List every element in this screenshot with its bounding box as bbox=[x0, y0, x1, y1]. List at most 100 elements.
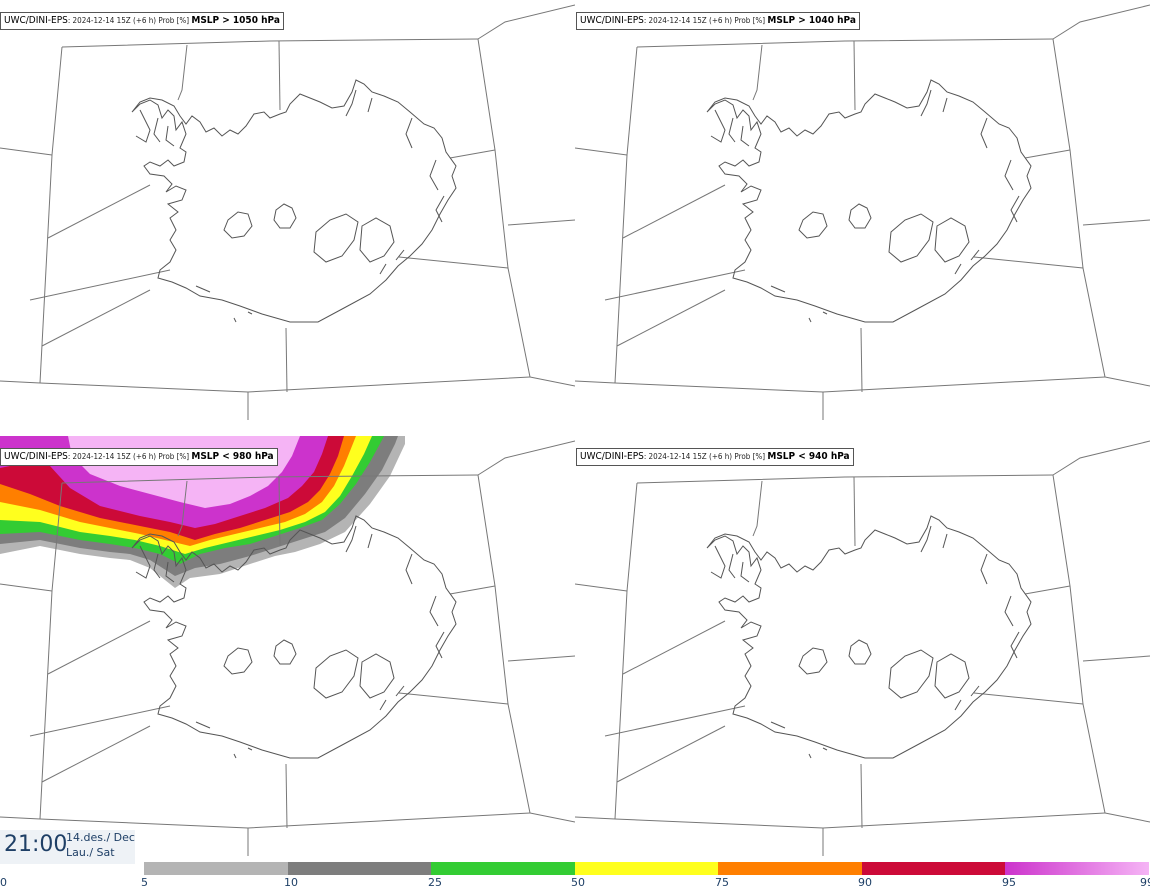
grid-line bbox=[278, 476, 281, 547]
grid-line bbox=[1052, 38, 1106, 378]
fjord-detail bbox=[405, 553, 413, 585]
grid-line bbox=[278, 40, 281, 111]
model-name: UWC/DINI-EPS bbox=[580, 451, 644, 462]
valid-time-clock: 21:00 bbox=[4, 832, 68, 857]
fjord-detail bbox=[153, 553, 161, 579]
grid-line bbox=[39, 46, 63, 384]
grid-line bbox=[285, 327, 288, 393]
fjord-detail bbox=[135, 545, 151, 579]
fjord-detail bbox=[435, 195, 445, 223]
fjord-detail bbox=[954, 699, 962, 711]
map-panel-mslp-gt-1050: UWC/DINI-EPS: 2024-12-14 15Z (+6 h) Prob… bbox=[0, 0, 575, 436]
valid-time-box: 21:00 14.des./ Dec Lau./ Sat bbox=[0, 830, 135, 864]
glacier-outline bbox=[888, 213, 934, 263]
fjord-detail bbox=[435, 631, 445, 659]
map-graticule bbox=[0, 4, 575, 420]
iceland-coastline bbox=[706, 79, 1032, 323]
grid-line bbox=[0, 380, 41, 384]
fjord-detail bbox=[135, 109, 151, 143]
colorbar-bin-10-25 bbox=[287, 862, 431, 875]
glacier-outline bbox=[273, 639, 297, 665]
grid-line bbox=[449, 149, 496, 159]
grid-line bbox=[1024, 585, 1071, 595]
grid-line bbox=[616, 289, 726, 347]
fjord-detail bbox=[429, 595, 439, 627]
panel-title: UWC/DINI-EPS: 2024-12-14 15Z (+6 h) Prob… bbox=[576, 448, 854, 466]
grid-line bbox=[752, 480, 763, 537]
colorbar-bin-90-95 bbox=[861, 862, 1005, 875]
fjord-detail bbox=[728, 553, 736, 579]
grid-line bbox=[853, 476, 856, 547]
fjord-detail bbox=[920, 525, 932, 553]
grid-line bbox=[1052, 440, 1150, 476]
iceland-coastline bbox=[131, 515, 457, 759]
grid-line bbox=[1024, 149, 1071, 159]
fjord-detail bbox=[395, 249, 405, 261]
fjord-detail bbox=[1004, 159, 1014, 191]
threshold-label: MSLP < 980 hPa bbox=[191, 451, 274, 462]
grid-line bbox=[177, 44, 188, 101]
grid-line bbox=[973, 256, 1084, 269]
map-graticule bbox=[575, 4, 1150, 420]
fjord-detail bbox=[808, 753, 812, 759]
valid-weekday: Lau./ Sat bbox=[66, 846, 115, 859]
colorbar-bin-50-75 bbox=[574, 862, 718, 875]
grid-line bbox=[529, 812, 575, 823]
model-name: UWC/DINI-EPS bbox=[4, 451, 68, 462]
threshold-label: MSLP > 1050 hPa bbox=[191, 15, 280, 26]
fjord-detail bbox=[822, 311, 828, 315]
fjord-detail bbox=[405, 117, 413, 149]
iceland-map bbox=[575, 440, 1150, 856]
fjord-detail bbox=[710, 545, 726, 579]
grid-line bbox=[39, 376, 531, 393]
grid-line bbox=[575, 147, 628, 156]
grid-line bbox=[1104, 376, 1150, 387]
grid-line bbox=[575, 816, 616, 820]
fjord-detail bbox=[1010, 631, 1020, 659]
grid-line bbox=[614, 482, 638, 820]
grid-line bbox=[1052, 474, 1106, 814]
fjord-detail bbox=[153, 117, 161, 143]
fjord-detail bbox=[740, 561, 750, 583]
fjord-detail bbox=[247, 311, 253, 315]
grid-line bbox=[636, 474, 1054, 484]
grid-line bbox=[507, 655, 575, 662]
grid-line bbox=[614, 46, 638, 384]
grid-line bbox=[47, 184, 151, 239]
fjord-detail bbox=[395, 685, 405, 697]
colorbar-tick-label: 0 bbox=[0, 876, 7, 889]
grid-line bbox=[1082, 655, 1150, 662]
grid-line bbox=[477, 474, 531, 814]
fjord-detail bbox=[728, 117, 736, 143]
grid-line bbox=[1082, 219, 1150, 226]
fjord-detail bbox=[429, 159, 439, 191]
grid-line bbox=[622, 184, 726, 239]
threshold-label: MSLP < 940 hPa bbox=[767, 451, 850, 462]
probability-colorbar: 0 5 10 25 50 75 90 95 99 bbox=[0, 862, 1150, 891]
map-panel-mslp-lt-940: UWC/DINI-EPS: 2024-12-14 15Z (+6 h) Prob… bbox=[575, 436, 1150, 872]
run-info: : 2024-12-14 15Z (+6 h) Prob [%] bbox=[643, 452, 768, 461]
glacier-outline bbox=[798, 211, 828, 239]
grid-line bbox=[622, 620, 726, 675]
iceland-map bbox=[0, 4, 575, 420]
fjord-detail bbox=[345, 89, 357, 117]
grid-line bbox=[61, 474, 479, 484]
grid-line bbox=[616, 725, 726, 783]
grid-line bbox=[614, 376, 1106, 393]
grid-line bbox=[41, 725, 151, 783]
fjord-detail bbox=[379, 699, 387, 711]
map-panel-mslp-lt-980: UWC/DINI-EPS: 2024-12-14 15Z (+6 h) Prob… bbox=[0, 436, 575, 872]
grid-line bbox=[575, 583, 628, 592]
glacier-outline bbox=[223, 647, 253, 675]
fjord-detail bbox=[233, 753, 237, 759]
grid-line bbox=[398, 256, 509, 269]
grid-line bbox=[1052, 4, 1150, 40]
iceland-map bbox=[575, 4, 1150, 420]
grid-line bbox=[41, 289, 151, 347]
map-panel-mslp-gt-1040: UWC/DINI-EPS: 2024-12-14 15Z (+6 h) Prob… bbox=[575, 0, 1150, 436]
glacier-outline bbox=[359, 653, 395, 699]
fjord-detail bbox=[942, 97, 948, 113]
grid-line bbox=[477, 440, 575, 476]
fjord-detail bbox=[165, 561, 175, 583]
